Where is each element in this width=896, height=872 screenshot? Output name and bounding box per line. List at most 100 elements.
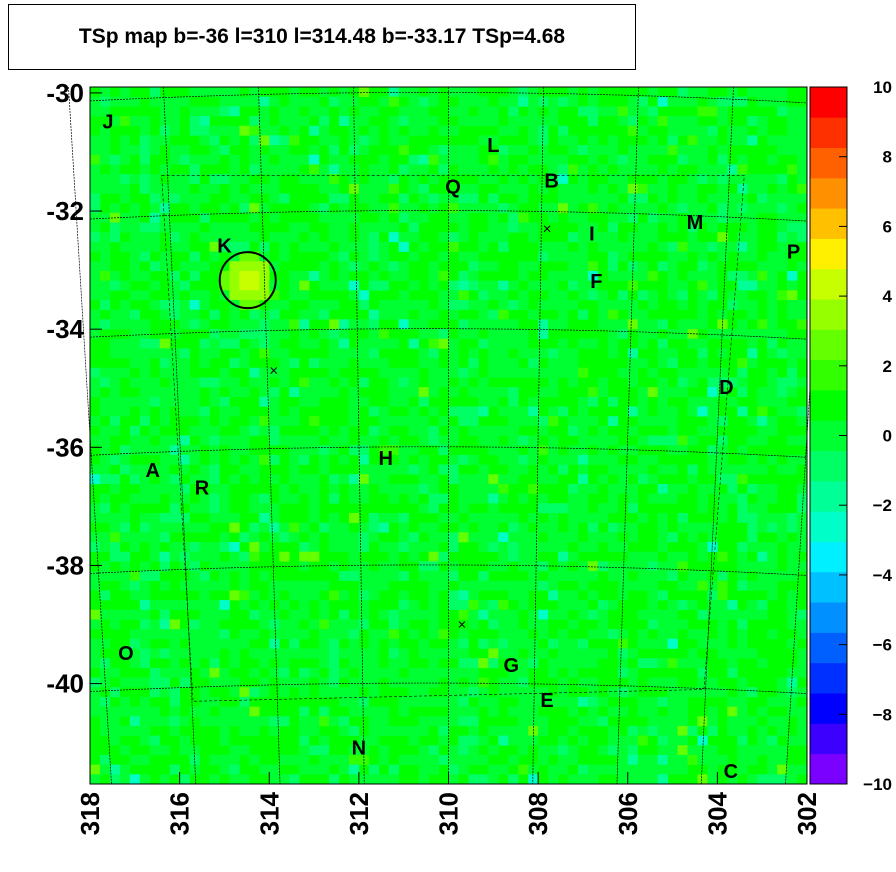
heatmap-cell <box>737 367 748 378</box>
heatmap-cell <box>388 658 400 669</box>
heatmap-cell <box>687 687 698 698</box>
heatmap-cell <box>358 116 370 127</box>
heatmap-cell <box>498 367 509 378</box>
heatmap-cell <box>169 522 180 533</box>
heatmap-cell <box>717 474 728 485</box>
heatmap-cell <box>368 522 380 533</box>
heatmap-cell <box>528 348 539 359</box>
heatmap-cell <box>737 474 748 485</box>
heatmap-cell <box>139 464 151 475</box>
heatmap-cell <box>458 590 469 601</box>
heatmap-cell <box>677 600 688 611</box>
heatmap-cell <box>159 551 170 562</box>
heatmap-cell <box>627 309 639 320</box>
heatmap-cell <box>797 299 808 310</box>
heatmap-cell <box>99 764 111 775</box>
heatmap-cell <box>518 590 529 601</box>
heatmap-cell <box>358 377 370 388</box>
heatmap-cell <box>767 764 778 775</box>
heatmap-cell <box>279 532 290 543</box>
colorbar-segment <box>810 87 847 118</box>
heatmap-cell <box>119 706 131 717</box>
heatmap-cell <box>219 609 230 620</box>
heatmap-cell <box>179 348 190 359</box>
heatmap-cell <box>697 396 708 407</box>
heatmap-cell <box>119 532 131 543</box>
heatmap-cell <box>498 348 509 359</box>
heatmap-cell <box>657 174 668 185</box>
heatmap-cell <box>757 774 768 785</box>
heatmap-cell <box>607 725 619 736</box>
heatmap-cell <box>468 619 479 630</box>
heatmap-cell <box>199 667 210 678</box>
heatmap-cell <box>468 358 479 369</box>
heatmap-cell <box>398 571 409 582</box>
heatmap-cell <box>219 435 230 446</box>
heatmap-cell <box>558 299 569 310</box>
heatmap-cell <box>398 203 409 214</box>
heatmap-cell <box>169 551 180 562</box>
heatmap-cell <box>319 135 330 146</box>
heatmap-cell <box>309 377 320 388</box>
heatmap-cell <box>568 638 579 649</box>
heatmap-cell <box>717 232 728 243</box>
heatmap-cell <box>657 735 668 746</box>
heatmap-cell <box>109 367 121 378</box>
heatmap-cell <box>388 387 400 398</box>
heatmap-cell <box>199 125 210 136</box>
heatmap-cell <box>408 464 419 475</box>
heatmap-cell <box>518 193 529 204</box>
heatmap-cell <box>249 338 260 349</box>
heatmap-cell <box>687 270 698 281</box>
heatmap-cell <box>279 251 290 262</box>
heatmap-cell <box>627 261 639 272</box>
heatmap-cell <box>209 716 220 727</box>
heatmap-cell <box>149 425 161 436</box>
heatmap-cell <box>747 203 758 214</box>
heatmap-cell <box>129 425 141 436</box>
heatmap-cell <box>229 658 240 669</box>
heatmap-cell <box>119 348 131 359</box>
heatmap-cell <box>647 270 658 281</box>
heatmap-cell <box>508 106 519 117</box>
heatmap-cell <box>368 571 380 582</box>
heatmap-cell <box>99 474 111 485</box>
heatmap-cell <box>797 522 808 533</box>
heatmap-cell <box>737 493 748 504</box>
heatmap-cell <box>797 135 808 146</box>
heatmap-cell <box>309 619 320 630</box>
heatmap-cell <box>538 619 549 630</box>
heatmap-cell <box>299 445 310 456</box>
heatmap-cell <box>647 329 658 339</box>
heatmap-cell <box>597 425 609 436</box>
heatmap-cell <box>677 329 688 339</box>
heatmap-cell <box>587 774 599 785</box>
heatmap-cell <box>577 493 589 504</box>
heatmap-cell <box>488 493 499 504</box>
heatmap-cell <box>518 164 529 175</box>
heatmap-cell <box>518 299 529 310</box>
heatmap-cell <box>99 532 111 543</box>
heatmap-cell <box>269 619 280 630</box>
heatmap-cell <box>667 329 678 339</box>
heatmap-cell <box>119 696 131 707</box>
heatmap-cell <box>438 580 449 591</box>
heatmap-cell <box>189 116 200 127</box>
heatmap-cell <box>568 619 579 630</box>
heatmap-cell <box>368 532 380 543</box>
heatmap-cell <box>329 532 340 543</box>
heatmap-cell <box>797 193 808 204</box>
heatmap-cell <box>747 580 758 591</box>
heatmap-cell <box>269 512 280 523</box>
source-label: A <box>146 460 160 482</box>
heatmap-cell <box>478 96 489 107</box>
heatmap-cell <box>249 648 260 659</box>
heatmap-cell <box>458 532 469 543</box>
heatmap-cell <box>388 96 400 107</box>
heatmap-cell <box>319 600 330 611</box>
heatmap-cell <box>747 716 758 727</box>
heatmap-cell <box>528 367 539 378</box>
source-label: F <box>590 271 602 293</box>
heatmap-cell <box>428 203 439 214</box>
heatmap-cell <box>139 338 151 349</box>
